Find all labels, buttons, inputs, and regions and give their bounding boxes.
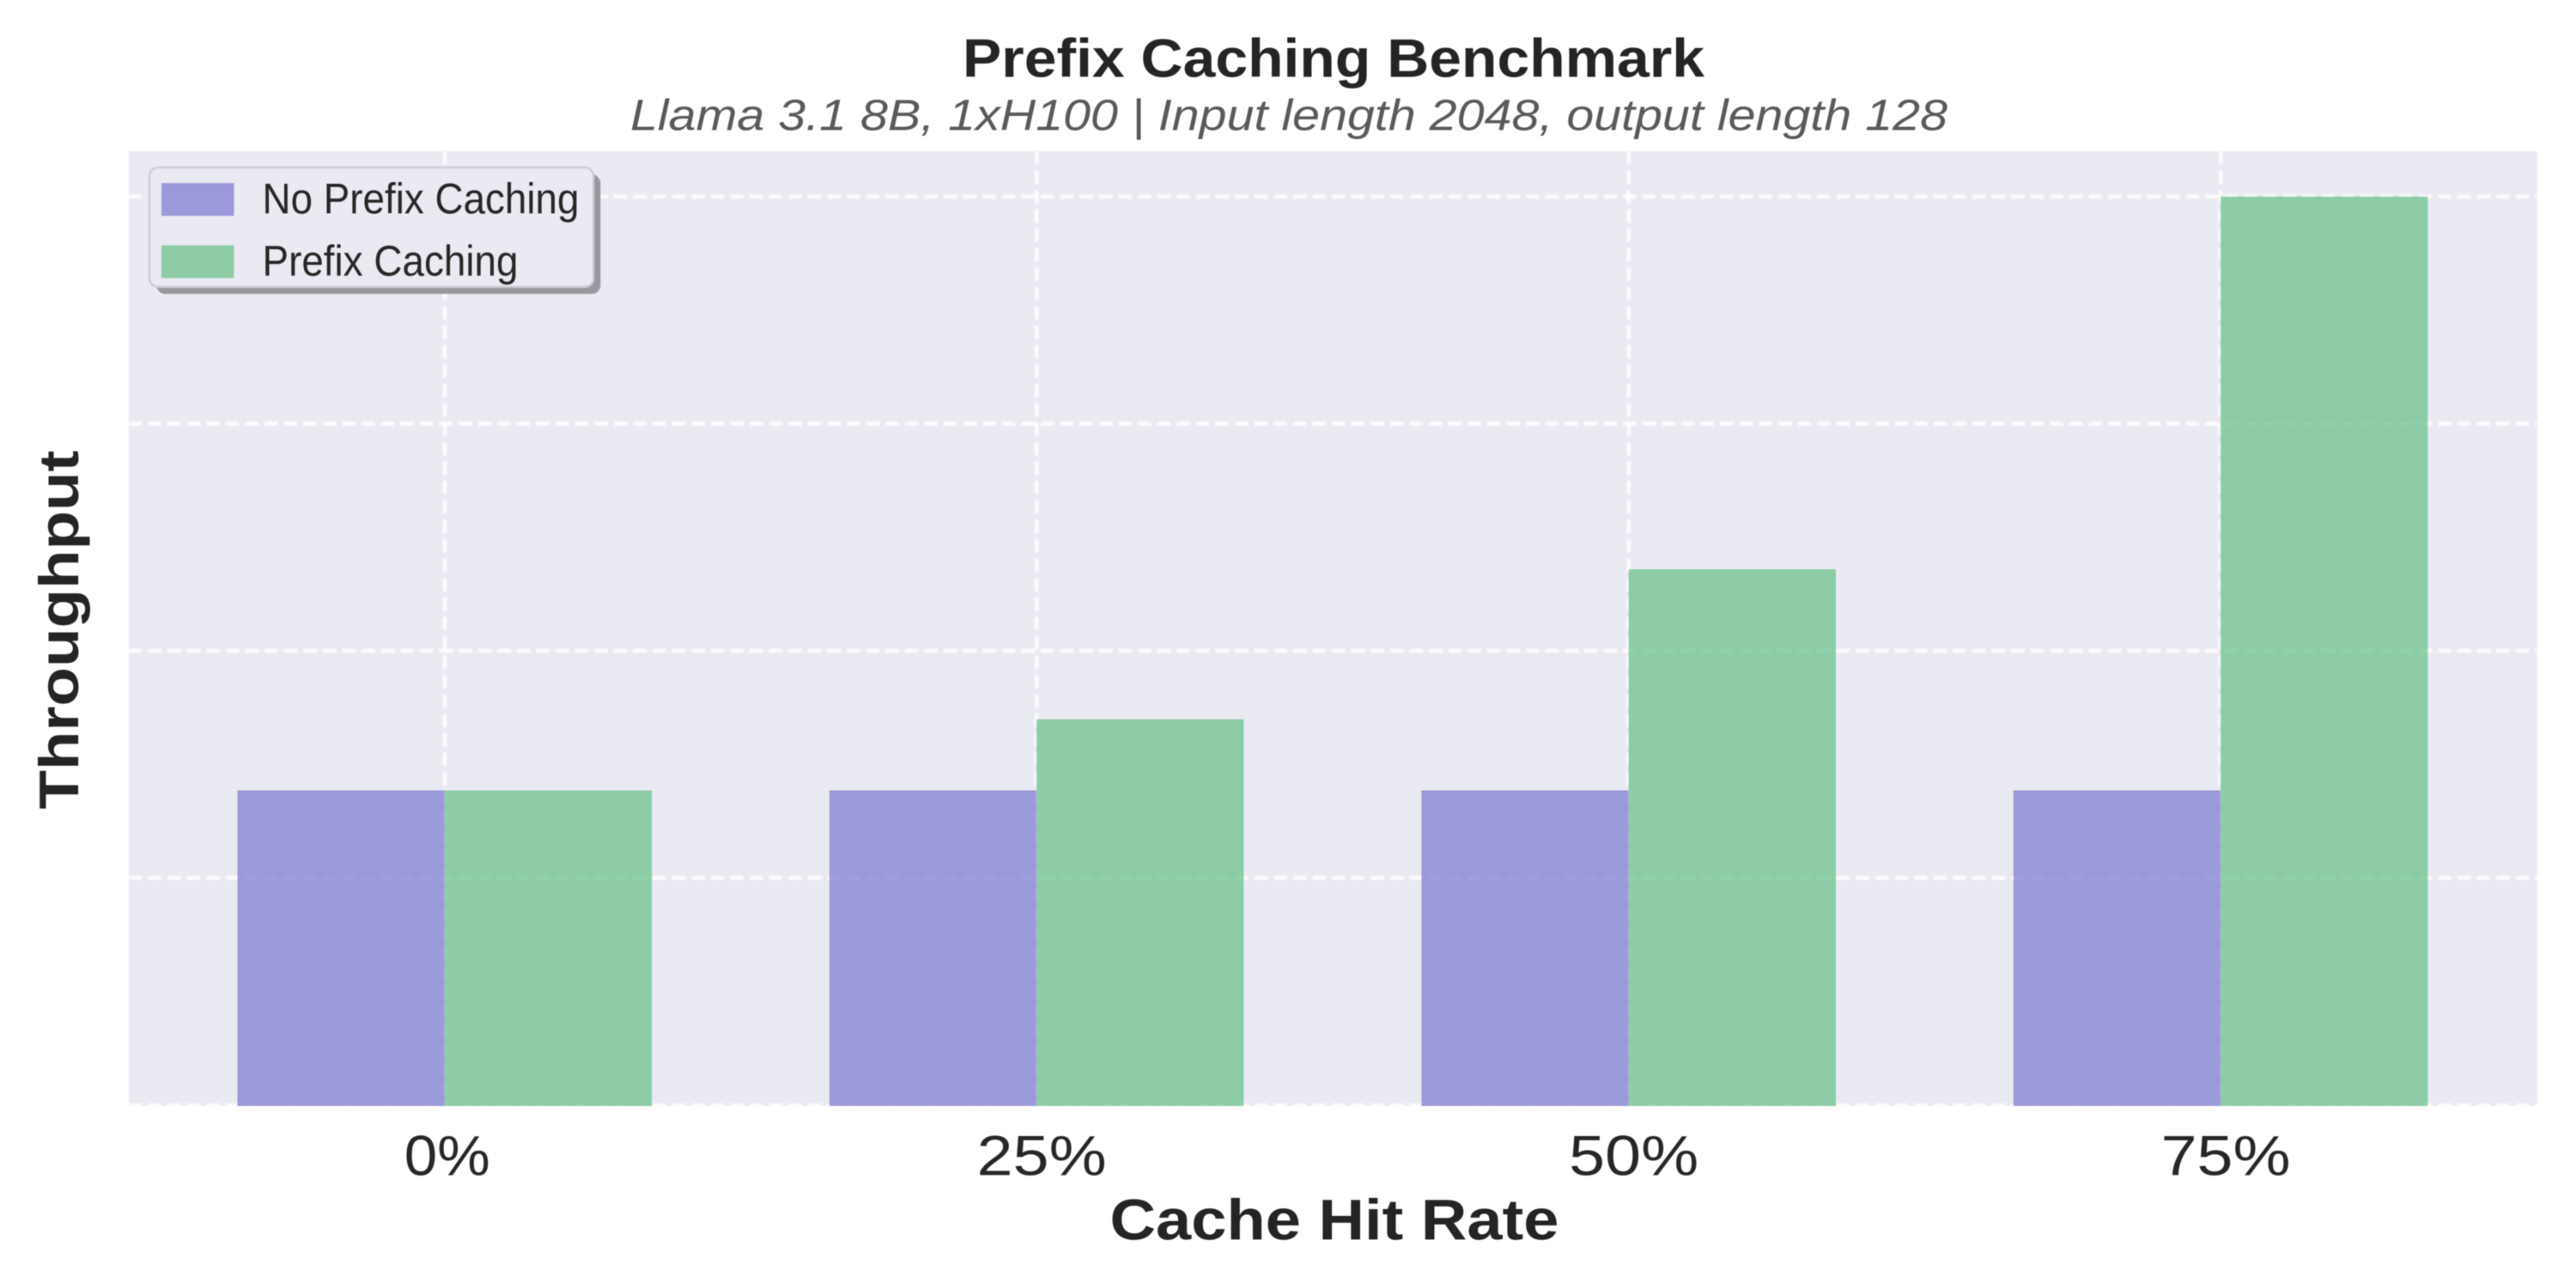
svg-text:25%: 25% xyxy=(977,1124,1107,1188)
svg-text:Throughput: Throughput xyxy=(28,451,90,810)
svg-text:50%: 50% xyxy=(1569,1124,1698,1188)
svg-text:No Prefix Caching: No Prefix Caching xyxy=(263,175,580,223)
svg-text:Llama 3.1 8B, 1xH100 | Input l: Llama 3.1 8B, 1xH100 | Input length 2048… xyxy=(630,91,1948,140)
svg-text:Cache Hit Rate: Cache Hit Rate xyxy=(1110,1188,1559,1252)
svg-text:Prefix Caching Benchmark: Prefix Caching Benchmark xyxy=(963,29,1705,89)
svg-text:0%: 0% xyxy=(404,1124,490,1188)
svg-text:75%: 75% xyxy=(2161,1124,2291,1188)
svg-text:Prefix Caching: Prefix Caching xyxy=(263,237,519,285)
